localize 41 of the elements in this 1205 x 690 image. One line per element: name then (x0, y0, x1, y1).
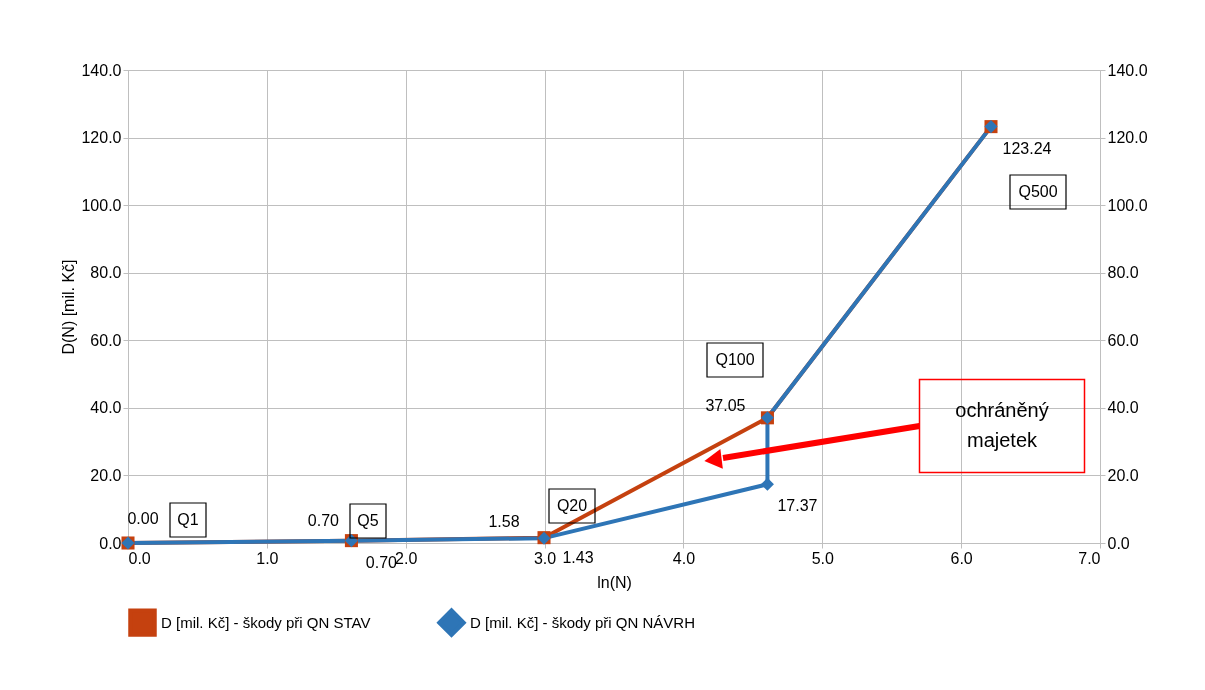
y2-tick-label: 20.0 (1107, 466, 1139, 484)
y2-tick-label: 0.0 (1107, 534, 1130, 552)
x-tick-label: 5.0 (811, 549, 834, 567)
x-tick-label: 1.0 (256, 549, 279, 567)
data-label: 1.58 (488, 512, 520, 530)
y-tick-label: 80.0 (90, 264, 122, 282)
y-axis-title: D(N) [mil. Kč] (60, 259, 78, 355)
x-tick-label: 2.0 (395, 549, 418, 567)
annotation: ochráněný majetek (955, 399, 1049, 451)
x-tick-label: 7.0 (1078, 549, 1101, 567)
legend-label: D [mil. Kč] - škody při QN NÁVRH (470, 613, 696, 631)
y2-tick-label: 60.0 (1107, 331, 1139, 349)
data-label: 1.43 (562, 549, 594, 567)
data-label: 37.05 (705, 396, 746, 414)
y-tick-label: 100.0 (81, 196, 122, 214)
y-tick-label: 120.0 (81, 129, 122, 147)
data-label: 0.70 (307, 511, 340, 529)
annotation: Q500 (1018, 183, 1058, 200)
data-label: 123.24 (1002, 139, 1052, 157)
x-tick-label: 4.0 (672, 549, 696, 567)
y2-tick-label: 40.0 (1107, 399, 1139, 417)
legend-label: D [mil. Kč] - škody při QN STAV (161, 613, 371, 631)
annotation: Q5 (357, 512, 379, 529)
x-tick-label: 6.0 (950, 549, 973, 567)
annotation: Q20 (556, 497, 588, 514)
annotation: Q100 (715, 351, 755, 368)
y-tick-label: 0.0 (99, 534, 122, 552)
x-axis-title: ln(N) (597, 573, 632, 591)
y2-tick-label: 120.0 (1107, 129, 1148, 147)
data-label: 0.00 (127, 510, 159, 527)
y-tick-label: 140.0 (81, 61, 122, 79)
y2-tick-label: 80.0 (1107, 264, 1139, 282)
y2-tick-label: 140.0 (1107, 61, 1148, 79)
x-tick-label: 3.0 (533, 549, 557, 567)
y-tick-label: 60.0 (90, 331, 122, 349)
y-tick-label: 40.0 (90, 399, 122, 417)
y2-tick-label: 100.0 (1107, 196, 1148, 214)
y-tick-label: 20.0 (90, 466, 122, 484)
data-label: 17.37 (777, 497, 818, 515)
x-tick-label: 0.0 (128, 549, 151, 567)
annotation: Q1 (177, 511, 199, 528)
